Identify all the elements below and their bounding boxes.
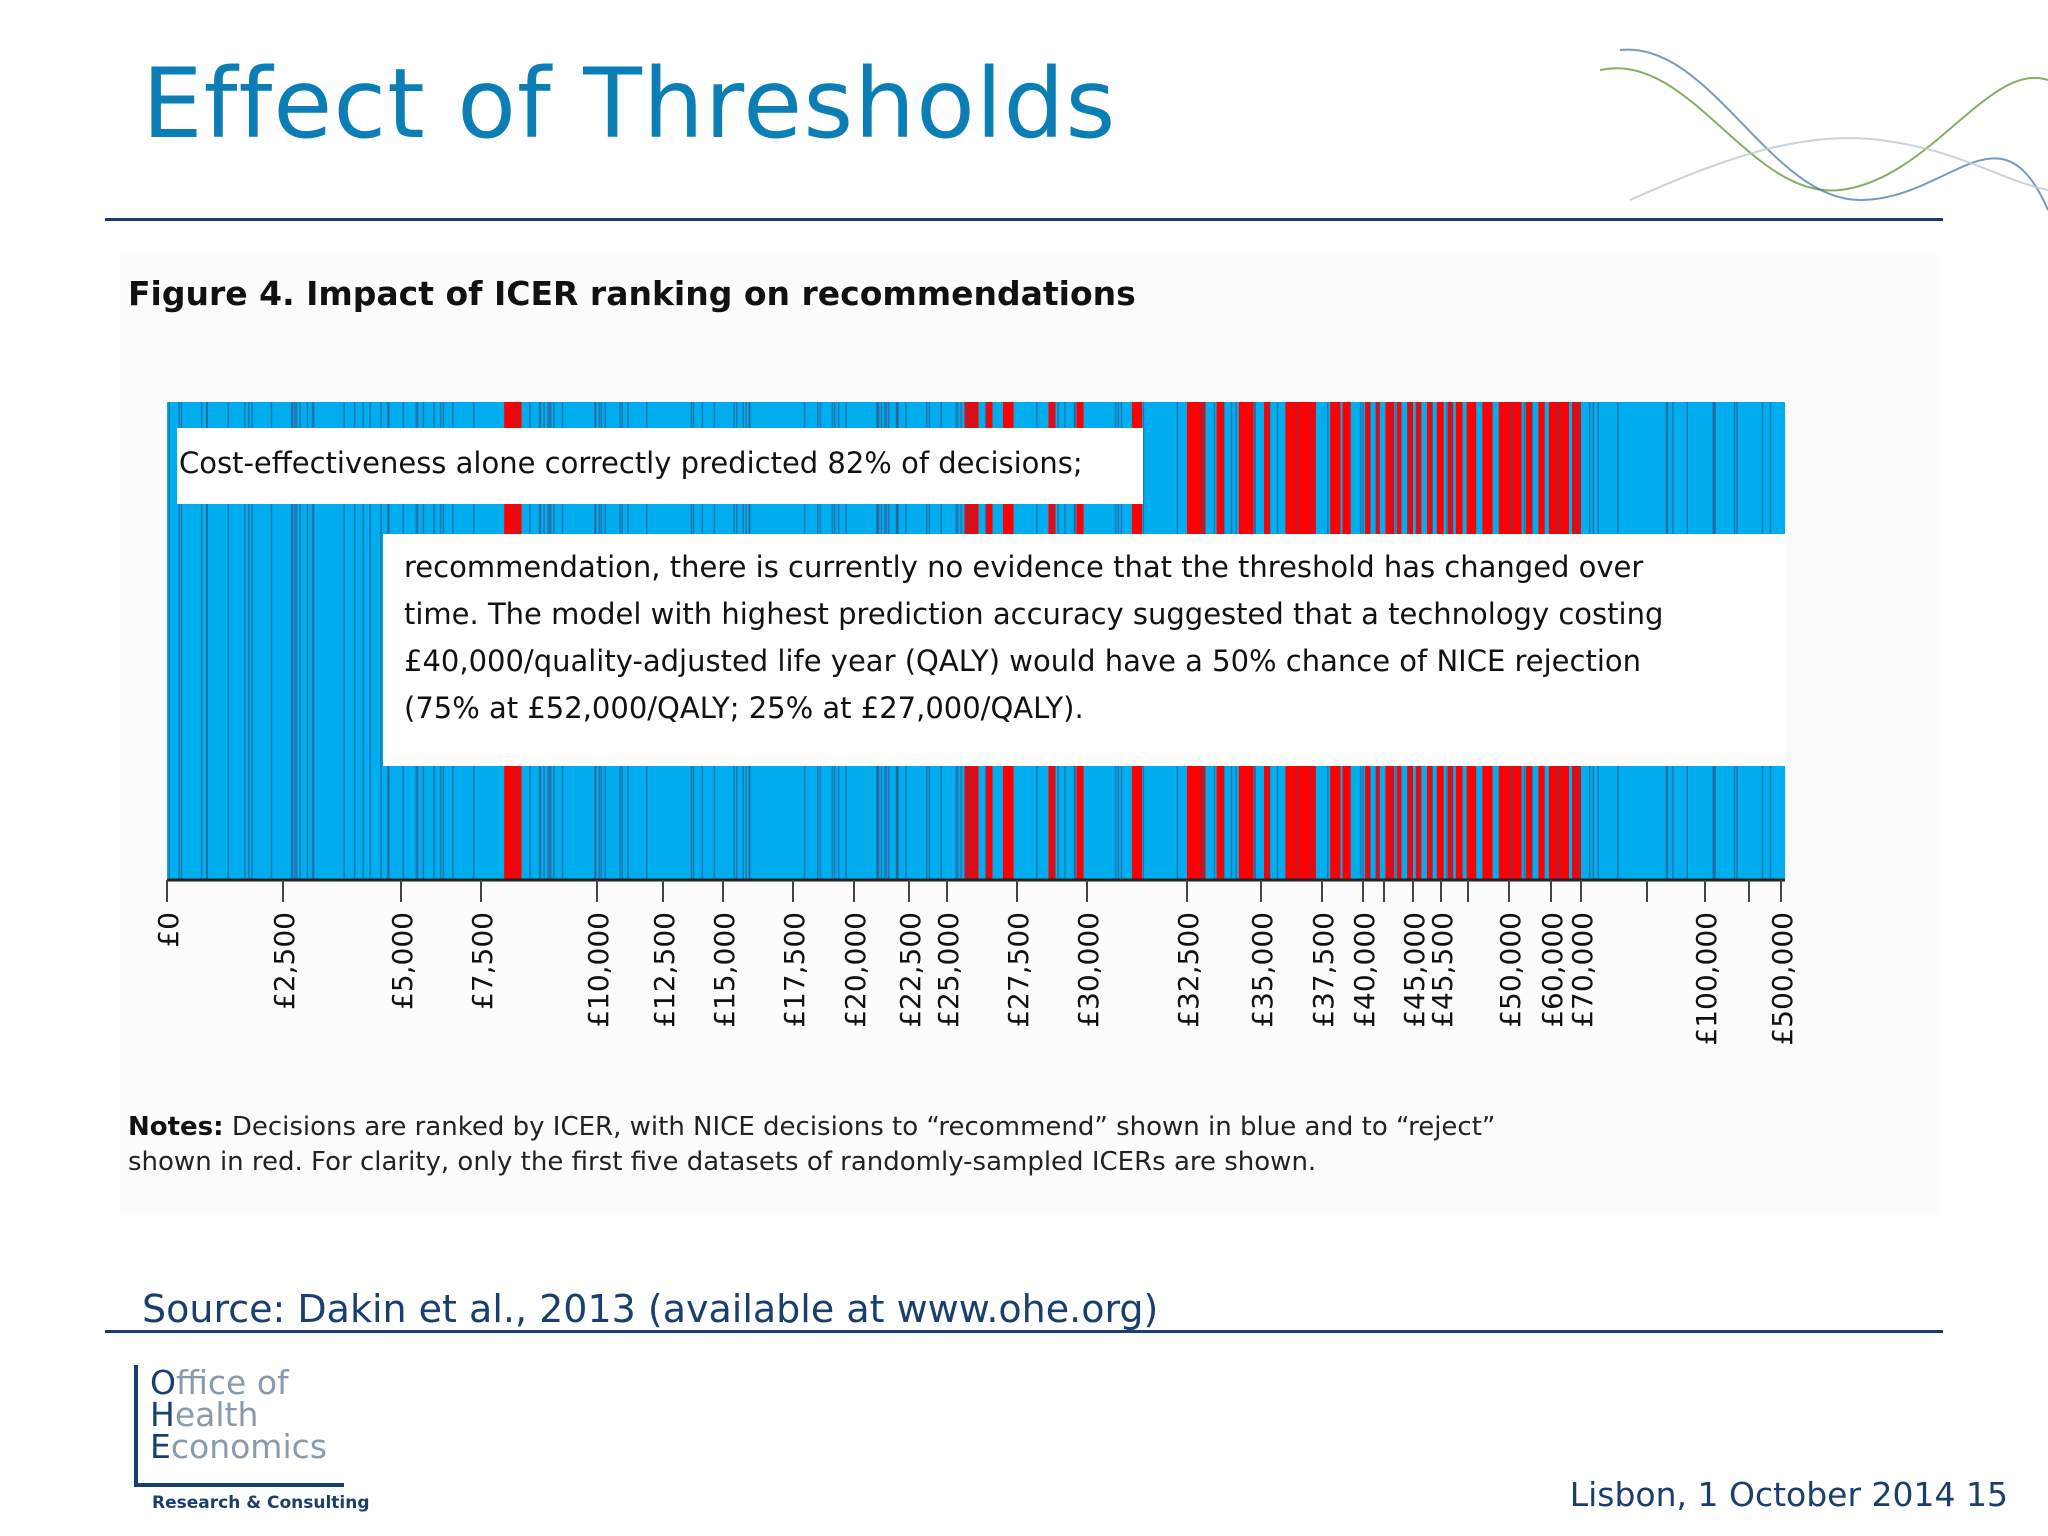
- figure-title: Figure 4. Impact of ICER ranking on reco…: [128, 274, 1136, 313]
- x-tick-label: £22,500: [894, 912, 927, 1028]
- decorative-wave-graphic: [1600, 48, 2048, 211]
- x-tick-label: £45,500: [1426, 912, 1459, 1028]
- decision-divider: [290, 402, 293, 880]
- overlay-paragraph-line: (75% at £52,000/QALY; 25% at £27,000/QAL…: [404, 691, 1084, 725]
- decision-divider: [227, 402, 230, 880]
- decision-divider: [306, 402, 309, 880]
- x-tick-label: £25,000: [932, 912, 965, 1028]
- notes-label: Notes:: [128, 1112, 224, 1142]
- decision-divider: [343, 402, 345, 880]
- x-tick-label: £100,000: [1690, 912, 1723, 1046]
- overlay-callout-text: Cost-effectiveness alone correctly predi…: [179, 446, 1083, 480]
- logo-line-2: Health: [150, 1395, 259, 1434]
- source-citation: Source: Dakin et al., 2013 (available at…: [142, 1287, 1159, 1331]
- x-tick-label: £10,000: [582, 912, 615, 1028]
- notes-line-2: shown in red. For clarity, only the firs…: [128, 1147, 1317, 1177]
- decision-divider: [312, 402, 315, 880]
- decision-divider: [353, 402, 356, 880]
- decision-divider: [369, 402, 371, 880]
- decision-divider: [362, 402, 364, 880]
- decision-divider: [291, 402, 294, 880]
- x-tick-label: £12,500: [648, 912, 681, 1028]
- notes-line-1: Decisions are ranked by ICER, with NICE …: [223, 1112, 1496, 1142]
- decision-divider: [206, 402, 208, 880]
- decision-divider: [200, 402, 203, 880]
- decision-divider: [380, 402, 382, 880]
- x-tick-label: £70,000: [1566, 912, 1599, 1028]
- overlay-callout-paragraph: recommendation, there is currently no ev…: [383, 534, 1785, 766]
- decision-divider: [180, 402, 183, 880]
- overlay-paragraph-line: time. The model with highest prediction …: [404, 597, 1664, 631]
- x-tick-label: £500,000: [1766, 912, 1799, 1046]
- overlay-callout-short: Cost-effectiveness alone correctly predi…: [177, 428, 1143, 504]
- x-tick-label: £27,500: [1002, 912, 1035, 1028]
- overlay-paragraph-line: recommendation, there is currently no ev…: [404, 550, 1644, 584]
- overlay-paragraph-line: £40,000/quality-adjusted life year (QALY…: [404, 644, 1642, 678]
- x-tick-label: £5,000: [386, 912, 419, 1010]
- ohe-logo: Office of Health Economics Research & Co…: [132, 1363, 370, 1515]
- decision-divider: [251, 402, 253, 880]
- x-tick-label: £30,000: [1072, 912, 1105, 1028]
- decision-divider: [178, 402, 180, 880]
- decision-divider: [168, 402, 170, 880]
- x-tick-label: £15,000: [708, 912, 741, 1028]
- decision-divider: [270, 402, 273, 880]
- x-tick-label: £40,000: [1348, 912, 1381, 1028]
- figure-notes: Notes: Decisions are ranked by ICER, wit…: [128, 1110, 1495, 1180]
- logo-line-3: Economics: [150, 1427, 327, 1466]
- logo-tagline: Research & Consulting: [152, 1493, 370, 1513]
- x-tick-label: £60,000: [1536, 912, 1569, 1028]
- x-tick-label: £7,500: [466, 912, 499, 1010]
- x-tick-label: £37,500: [1307, 912, 1340, 1028]
- x-tick-label: £45,000: [1398, 912, 1431, 1028]
- x-tick-label: £50,000: [1494, 912, 1527, 1028]
- decision-divider: [248, 402, 250, 880]
- x-tick-label: £0: [152, 912, 185, 948]
- decision-divider: [311, 402, 314, 880]
- x-tick-label: £2,500: [268, 912, 301, 1010]
- slide-title: Effect of Thresholds: [142, 48, 1117, 160]
- logo-bracket-horizontal: [134, 1483, 344, 1487]
- x-tick-label: £20,000: [839, 912, 872, 1028]
- x-tick-label: £17,500: [778, 912, 811, 1028]
- x-tick-label: £32,500: [1172, 912, 1205, 1028]
- decision-divider: [299, 402, 301, 880]
- logo-line-1: Office of: [150, 1363, 289, 1402]
- slide-footer: Lisbon, 1 October 2014 15: [1569, 1475, 2008, 1514]
- decision-divider: [295, 402, 298, 880]
- footer-divider: [105, 1330, 1943, 1333]
- x-tick-label: £35,000: [1246, 912, 1279, 1028]
- decision-divider: [294, 402, 296, 880]
- logo-bracket-vertical: [134, 1365, 138, 1485]
- decision-divider: [244, 402, 246, 880]
- title-divider: [105, 218, 1943, 221]
